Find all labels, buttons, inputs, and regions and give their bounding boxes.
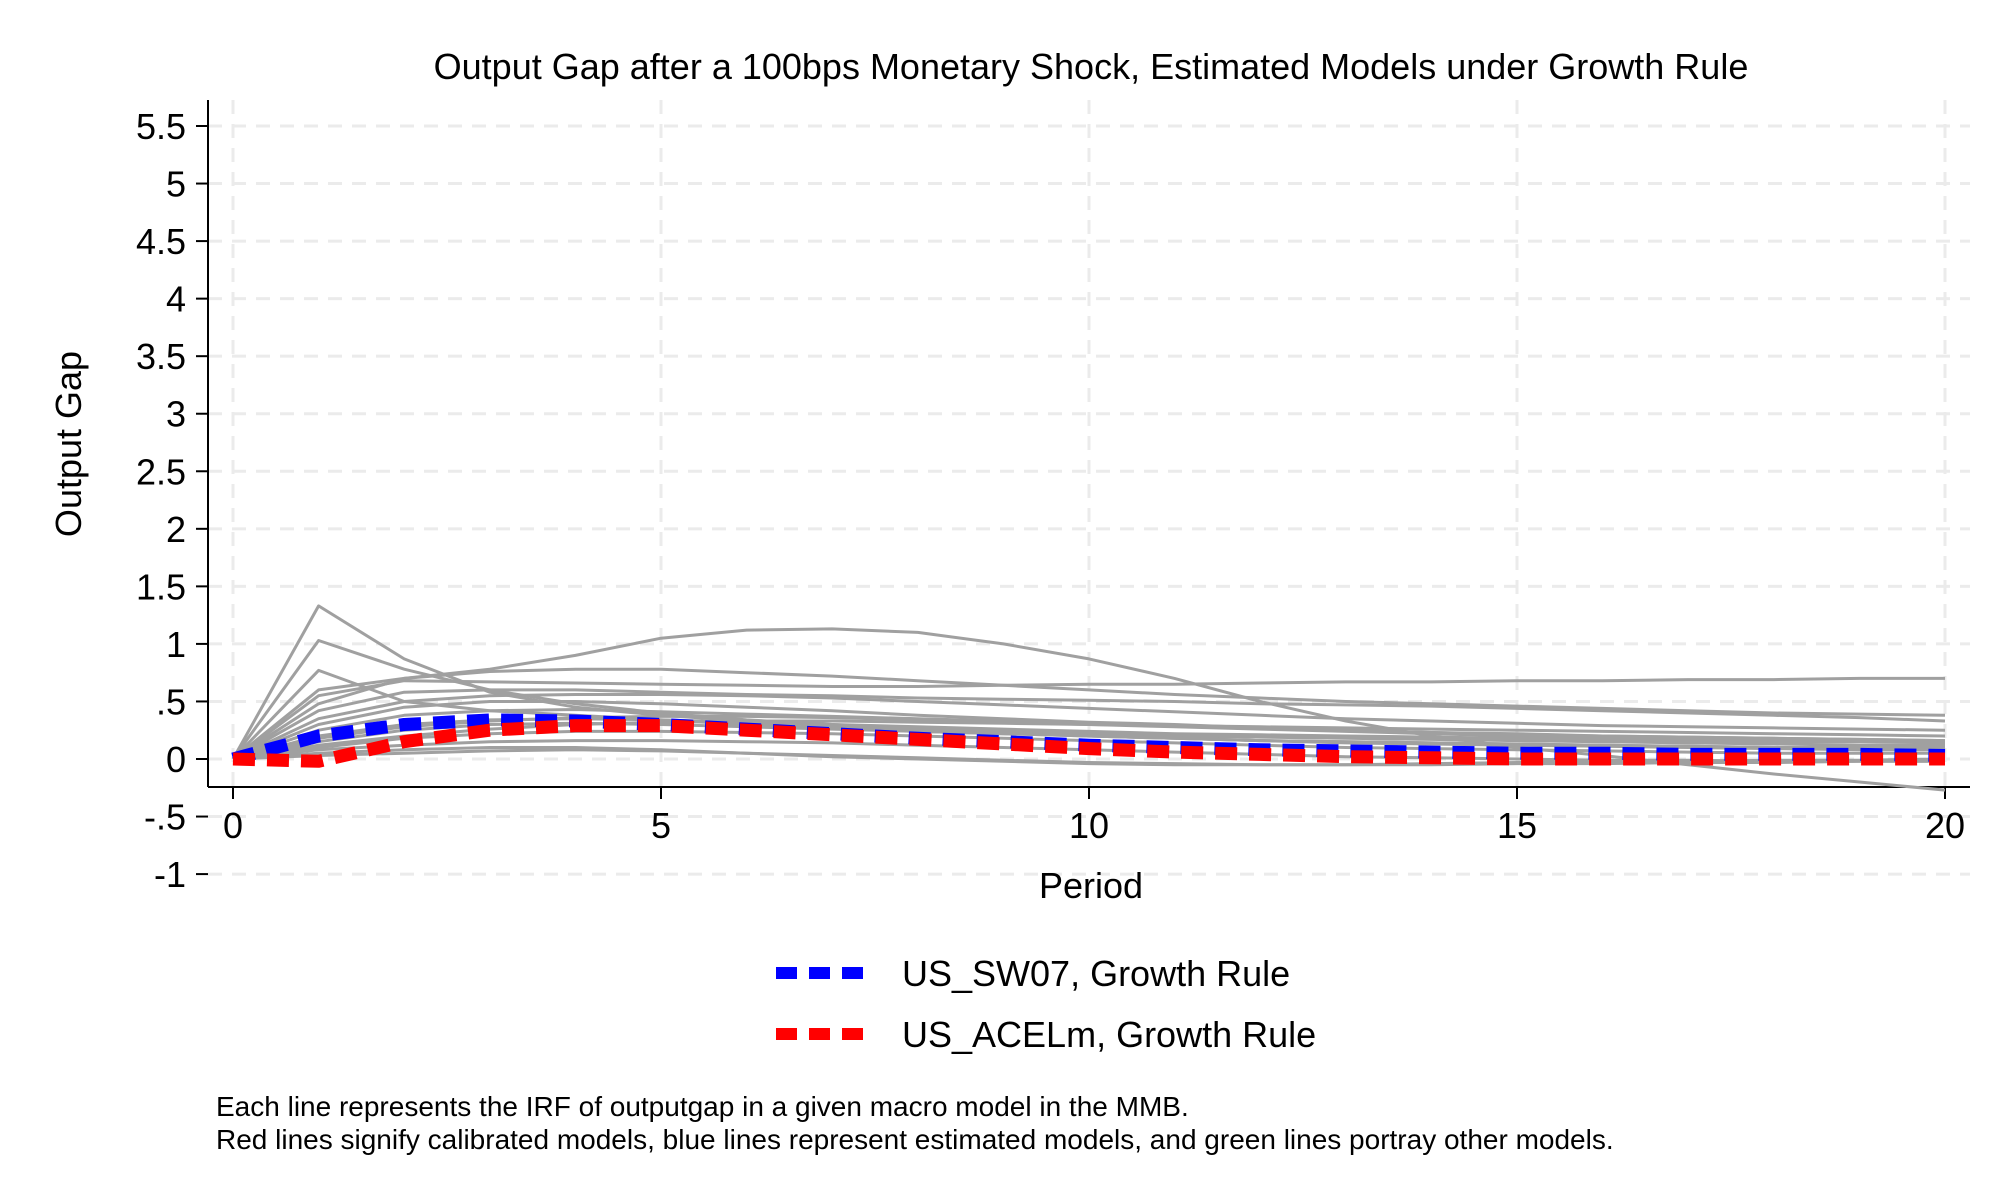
model-line xyxy=(232,676,1945,761)
y-tick-label: .5 xyxy=(156,681,186,722)
y-axis-ticks: -1 -.5 0 .5 1 1.5 2 2.5 3 3.5 4 4.5 5 5.5 xyxy=(136,106,208,895)
x-tick-label: 20 xyxy=(1925,805,1965,846)
y-tick-label: 0 xyxy=(166,739,186,780)
chart-title: Output Gap after a 100bps Monetary Shock… xyxy=(434,46,1749,87)
x-tick-label: 0 xyxy=(223,805,243,846)
y-tick-label: -.5 xyxy=(144,797,186,838)
y-tick-label: 5.5 xyxy=(136,106,186,147)
highlighted-model-lines xyxy=(231,713,1946,768)
legend-label-us-acelm: US_ACELm, Growth Rule xyxy=(902,1014,1316,1055)
x-tick-label: 15 xyxy=(1497,805,1537,846)
x-axis-label: Period xyxy=(1039,865,1143,906)
legend-label-us-sw07: US_SW07, Growth Rule xyxy=(902,953,1290,994)
model-line xyxy=(232,667,1946,761)
model-line xyxy=(231,604,1945,760)
y-tick-label: 4.5 xyxy=(136,221,186,262)
note-line-1: Each line represents the IRF of outputga… xyxy=(216,1091,1189,1122)
y-tick-label: 1 xyxy=(166,624,186,665)
y-tick-label: -1 xyxy=(154,854,186,895)
legend: US_SW07, Growth Rule US_ACELm, Growth Ru… xyxy=(776,953,1316,1055)
y-tick-label: 5 xyxy=(166,164,186,205)
y-tick-label: 2 xyxy=(166,509,186,550)
series-line-us-acelm xyxy=(232,719,1945,768)
model-line xyxy=(232,688,1946,761)
x-tick-label: 5 xyxy=(651,805,671,846)
y-axis-label: Output Gap xyxy=(48,351,89,537)
model-line xyxy=(232,693,1946,761)
note-line-2: Red lines signify calibrated models, blu… xyxy=(216,1124,1614,1155)
y-tick-label: 3.5 xyxy=(136,336,186,377)
x-tick-label: 10 xyxy=(1069,805,1109,846)
x-axis-ticks: 0 5 10 15 20 xyxy=(223,787,1965,846)
y-tick-label: 2.5 xyxy=(136,451,186,492)
y-tick-label: 4 xyxy=(166,279,186,320)
y-tick-label: 1.5 xyxy=(136,566,186,607)
y-tick-label: 3 xyxy=(166,394,186,435)
